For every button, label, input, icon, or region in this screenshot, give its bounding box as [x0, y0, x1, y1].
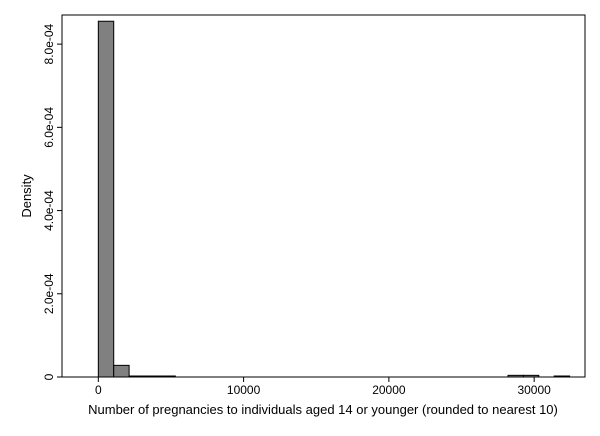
- histogram-bar-7: [553, 375, 571, 378]
- y-tick-label-0: 0: [42, 373, 56, 380]
- x-axis: 0 10000 20000 30000: [95, 377, 551, 397]
- x-tick-label-3: 30000: [517, 383, 551, 397]
- x-tick-label-2: 20000: [372, 383, 406, 397]
- histogram-bars: [97, 20, 571, 378]
- y-axis-label: Density: [19, 174, 34, 218]
- plot-area-frame: [61, 14, 586, 378]
- histogram-bar-5: [507, 374, 524, 378]
- histogram-bar-0: [97, 20, 115, 378]
- y-tick-label-3: 6.0e-04: [42, 107, 56, 148]
- histogram-bar-6: [522, 374, 540, 378]
- histogram-bar-4: [159, 375, 176, 378]
- x-tick-label-0: 0: [95, 383, 102, 397]
- y-tick-label-2: 4.0e-04: [42, 190, 56, 231]
- y-tick-label-4: 8.0e-04: [42, 23, 56, 64]
- y-axis: 0 2.0e-04 4.0e-04 6.0e-04 8.0e-04: [42, 23, 62, 380]
- histogram-bar-2: [128, 375, 146, 378]
- histogram-bar-3: [144, 375, 161, 378]
- y-tick-label-1: 2.0e-04: [42, 273, 56, 314]
- x-axis-label: Number of pregnancies to individuals age…: [88, 402, 558, 417]
- histogram-bar-1: [113, 364, 130, 378]
- x-tick-label-1: 10000: [227, 383, 261, 397]
